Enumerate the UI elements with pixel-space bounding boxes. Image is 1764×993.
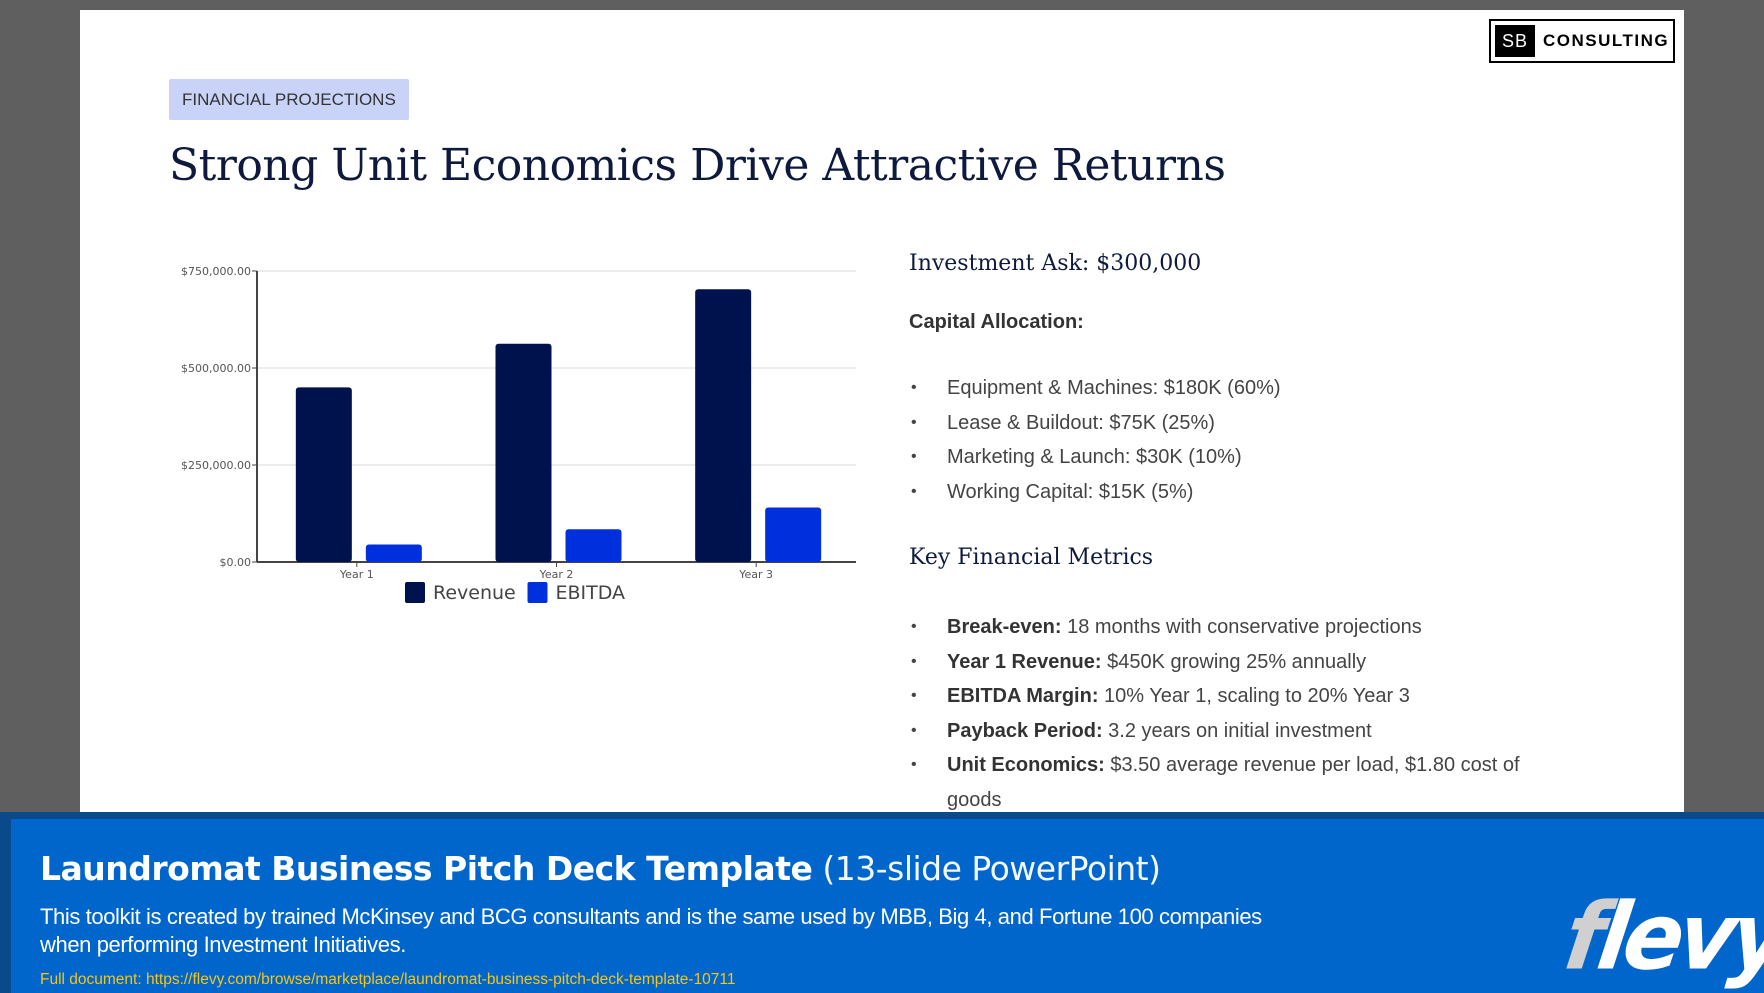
metrics-list: Break-even: 18 months with conservative … xyxy=(909,610,1549,817)
metric-text: 3.2 years on initial investment xyxy=(1102,719,1372,742)
metric-label: Unit Economics: xyxy=(947,754,1105,776)
logo-box: SB xyxy=(1495,25,1535,57)
slide-title: Strong Unit Economics Drive Attractive R… xyxy=(169,140,1226,191)
bar-chart: $0.00 $250,000.00 $500,000.00 $750,000.00 Ye… xyxy=(181,265,856,604)
list-item: Lease & Buildout: $75K (25%) xyxy=(909,406,1549,441)
banner-description: This toolkit is created by trained McKin… xyxy=(40,904,1262,957)
list-item: Equipment & Machines: $180K (60%) xyxy=(909,371,1549,406)
metric-label: EBITDA Margin: xyxy=(947,685,1099,707)
metric-text: $3.50 average revenue per load, $1.80 co… xyxy=(947,754,1520,811)
investment-ask: Investment Ask: $300,000 xyxy=(909,251,1202,276)
x-tick-label: Year 2 xyxy=(539,568,574,581)
legend-swatch-ebitda xyxy=(527,582,548,603)
banner-title-light: (13-slide PowerPoint) xyxy=(812,849,1161,888)
bar-revenue xyxy=(695,289,752,562)
x-tick-label: Year 1 xyxy=(339,568,374,581)
list-item: Marketing & Launch: $30K (10%) xyxy=(909,440,1549,475)
list-item: Working Capital: $15K (5%) xyxy=(909,475,1549,510)
banner-title: Laundromat Business Pitch Deck Template … xyxy=(40,849,1161,888)
list-item: Payback Period: 3.2 years on initial inv… xyxy=(909,714,1549,749)
y-tick-label: $750,000.00 xyxy=(181,265,251,278)
sb-consulting-logo: SB CONSULTING xyxy=(1489,19,1675,63)
promo-banner: Laundromat Business Pitch Deck Template … xyxy=(0,812,1764,993)
y-tick-label: $250,000.00 xyxy=(181,459,251,472)
x-tick-label: Year 3 xyxy=(738,568,773,581)
list-item: Unit Economics: $3.50 average revenue pe… xyxy=(909,748,1549,817)
section-tag: FINANCIAL PROJECTIONS xyxy=(169,79,409,120)
metric-text: 10% Year 1, scaling to 20% Year 3 xyxy=(1098,685,1410,707)
capital-allocation-list: Equipment & Machines: $180K (60%) Lease … xyxy=(909,371,1549,509)
metric-label: Break-even: xyxy=(947,616,1062,638)
banner-title-bold: Laundromat Business Pitch Deck Template xyxy=(40,849,813,888)
legend-swatch-revenue xyxy=(405,582,425,603)
bar-ebitda xyxy=(565,529,622,562)
document-link[interactable]: Full document: https://flevy.com/browse/… xyxy=(40,971,736,988)
capital-allocation-heading: Capital Allocation: xyxy=(909,311,1084,333)
metric-text: 18 months with conservative projections xyxy=(1061,616,1422,638)
list-item: EBITDA Margin: 10% Year 1, scaling to 20… xyxy=(909,679,1549,714)
legend-label: Revenue xyxy=(433,582,516,604)
list-item: Break-even: 18 months with conservative … xyxy=(909,610,1549,645)
bar-ebitda xyxy=(765,507,822,562)
flevy-logo: flevy xyxy=(1558,882,1764,991)
list-item: Year 1 Revenue: $450K growing 25% annual… xyxy=(909,645,1549,680)
y-tick-label: $0.00 xyxy=(220,556,252,569)
metrics-heading: Key Financial Metrics xyxy=(909,545,1154,570)
metric-text: $450K growing 25% annually xyxy=(1101,650,1367,673)
bar-ebitda xyxy=(365,544,422,562)
slide: SB CONSULTING FINANCIAL PROJECTIONS Stro… xyxy=(80,10,1684,815)
bar-revenue xyxy=(295,387,352,562)
metric-label: Year 1 Revenue: xyxy=(947,650,1102,673)
bar-revenue xyxy=(495,343,552,562)
y-tick-label: $500,000.00 xyxy=(181,362,251,375)
metric-label: Payback Period: xyxy=(947,719,1103,742)
legend-label: EBITDA xyxy=(556,582,626,604)
logo-text: CONSULTING xyxy=(1543,31,1670,50)
